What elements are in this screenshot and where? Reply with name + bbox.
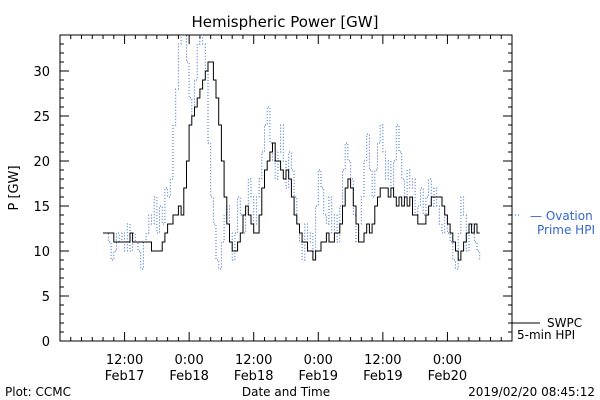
x-tick-label-time: 12:00: [364, 353, 401, 368]
x-tick-label-date: Feb19: [363, 369, 403, 384]
plot-area: [60, 35, 512, 341]
y-axis-ticks: 0 5 10 15 20 25 30: [33, 35, 512, 350]
x-tick-label-date: Feb17: [105, 369, 145, 384]
y-axis-label: P [GW]: [7, 165, 22, 210]
footer-credit: Plot: CCMC: [5, 385, 71, 399]
chart-title: Hemispheric Power [GW]: [192, 13, 379, 31]
x-axis-ticks: 12:00Feb170:00Feb1812:00Feb180:00Feb1912…: [71, 35, 501, 384]
y-tick-label: 0: [42, 335, 50, 350]
ovation-prime-series-line: [103, 35, 480, 269]
y-tick-label: 25: [33, 110, 50, 125]
footer-timestamp: 2019/02/20 08:45:12: [468, 385, 595, 399]
y-tick-label: 15: [33, 200, 50, 215]
hemispheric-power-chart: Hemispheric Power [GW] P [GW] 0 5 10 15 20 25…: [0, 0, 600, 400]
x-tick-label-time: 0:00: [175, 353, 204, 368]
x-tick-label-time: 0:00: [433, 353, 462, 368]
x-tick-label-date: Feb18: [169, 369, 209, 384]
x-tick-label-time: 12:00: [235, 353, 272, 368]
x-tick-label-date: Feb18: [234, 369, 274, 384]
y-tick-label: 5: [42, 290, 50, 305]
y-tick-label: 20: [33, 155, 50, 170]
x-tick-label-date: Feb20: [428, 369, 468, 384]
y-tick-label: 30: [33, 65, 50, 80]
x-axis-label: Date and Time: [242, 385, 330, 399]
x-tick-label-time: 12:00: [106, 353, 143, 368]
x-tick-label-date: Feb19: [299, 369, 339, 384]
legend-swpc-line2: 5-min HPI: [517, 328, 575, 342]
series-layer: [103, 35, 480, 269]
y-tick-label: 10: [33, 245, 50, 260]
legend-ovation-line1: — Ovation: [530, 209, 593, 223]
x-tick-label-time: 0:00: [304, 353, 333, 368]
swpc-series-line: [103, 62, 480, 260]
legend-ovation-line2: Prime HPI: [537, 223, 595, 237]
